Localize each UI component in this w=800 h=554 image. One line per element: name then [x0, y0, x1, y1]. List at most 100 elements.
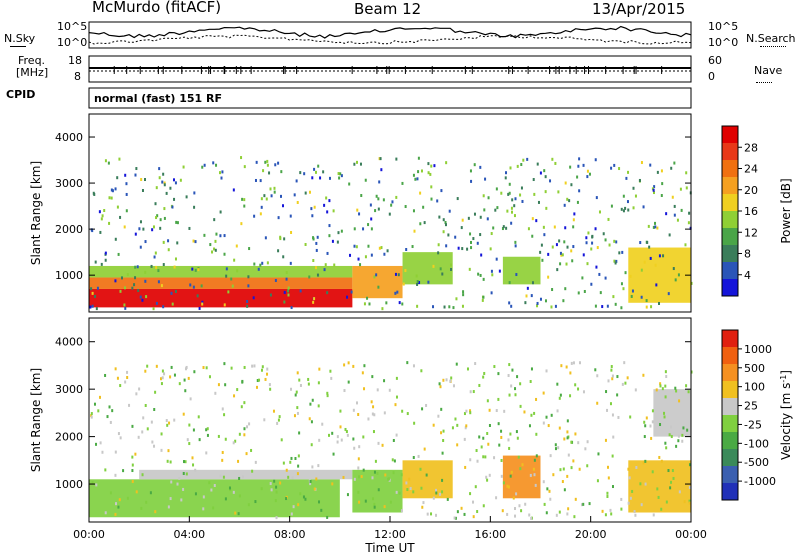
- scatter-echo: [445, 244, 448, 248]
- scatter-echo: [184, 460, 187, 464]
- scatter-echo: [590, 247, 593, 251]
- scatter-echo: [642, 373, 645, 377]
- data-band: [653, 389, 691, 437]
- scatter-echo: [321, 422, 324, 426]
- scatter-echo: [119, 289, 122, 293]
- scatter-echo: [423, 447, 426, 451]
- scatter-echo: [173, 418, 176, 422]
- scatter-echo: [323, 268, 326, 272]
- scatter-echo: [213, 483, 216, 487]
- scatter-echo: [363, 387, 366, 391]
- scatter-echo: [381, 307, 384, 311]
- scatter-echo: [626, 376, 629, 380]
- scatter-echo: [463, 512, 466, 516]
- freq-tick-top: 18: [68, 54, 82, 67]
- scatter-echo: [404, 268, 407, 272]
- scatter-echo: [116, 205, 119, 209]
- scatter-echo: [567, 453, 570, 457]
- scatter-echo: [144, 279, 147, 283]
- scatter-echo: [473, 163, 476, 167]
- scatter-echo: [304, 191, 307, 195]
- scatter-echo: [318, 367, 321, 371]
- scatter-echo: [197, 268, 200, 272]
- scatter-echo: [222, 475, 225, 479]
- scatter-echo: [201, 300, 204, 304]
- scatter-echo: [94, 260, 97, 264]
- scatter-echo: [274, 278, 277, 282]
- scatter-echo: [258, 378, 261, 382]
- scatter-echo: [684, 243, 687, 247]
- scatter-echo: [358, 500, 361, 504]
- scatter-echo: [486, 431, 489, 435]
- scatter-echo: [346, 433, 349, 437]
- scatter-echo: [608, 243, 611, 247]
- scatter-echo: [604, 438, 607, 442]
- scatter-echo: [542, 421, 545, 425]
- freq-tick-bottom: 8: [74, 70, 81, 83]
- scatter-echo: [569, 165, 572, 169]
- scatter-echo: [117, 505, 120, 509]
- scatter-echo: [279, 237, 282, 241]
- x-tick-label: 16:00: [474, 528, 506, 541]
- scatter-echo: [509, 474, 512, 478]
- scatter-echo: [613, 259, 616, 263]
- scatter-echo: [246, 425, 249, 429]
- scatter-echo: [657, 495, 660, 499]
- scatter-echo: [454, 516, 457, 520]
- colorbar-segment: [722, 194, 738, 212]
- scatter-echo: [215, 232, 218, 236]
- scatter-echo: [395, 376, 398, 380]
- scatter-echo: [184, 389, 187, 393]
- scatter-echo: [652, 188, 655, 192]
- scatter-echo: [125, 209, 128, 213]
- scatter-echo: [393, 459, 396, 463]
- scatter-echo: [297, 464, 300, 468]
- scatter-echo: [345, 430, 348, 434]
- scatter-echo: [642, 461, 645, 465]
- scatter-echo: [610, 166, 613, 170]
- scatter-echo: [332, 452, 335, 456]
- scatter-echo: [285, 468, 288, 472]
- scatter-echo: [362, 227, 365, 231]
- scatter-echo: [645, 416, 648, 420]
- nsearch-tick-bottom: 10^0: [708, 36, 739, 49]
- scatter-echo: [528, 513, 531, 517]
- data-band: [628, 460, 691, 513]
- scatter-echo: [326, 251, 329, 255]
- scatter-echo: [573, 515, 576, 519]
- scatter-echo: [290, 512, 293, 516]
- scatter-echo: [487, 196, 490, 200]
- scatter-echo: [671, 469, 674, 473]
- scatter-echo: [317, 404, 320, 408]
- scatter-echo: [398, 491, 401, 495]
- scatter-echo: [357, 466, 360, 470]
- scatter-echo: [486, 399, 489, 403]
- scatter-echo: [162, 172, 165, 176]
- scatter-echo: [654, 225, 657, 229]
- scatter-echo: [505, 226, 508, 230]
- scatter-echo: [521, 463, 524, 467]
- scatter-echo: [622, 194, 625, 198]
- scatter-echo: [411, 245, 414, 249]
- scatter-echo: [342, 475, 345, 479]
- scatter-echo: [430, 185, 433, 189]
- scatter-echo: [421, 407, 424, 411]
- scatter-echo: [191, 267, 194, 271]
- scatter-echo: [598, 210, 601, 214]
- scatter-echo: [251, 364, 254, 368]
- scatter-echo: [412, 173, 415, 177]
- scatter-echo: [285, 277, 288, 281]
- scatter-echo: [595, 196, 598, 200]
- scatter-echo: [596, 479, 599, 483]
- scatter-echo: [571, 259, 574, 263]
- scatter-echo: [154, 390, 157, 394]
- scatter-echo: [192, 239, 195, 243]
- scatter-echo: [544, 190, 547, 194]
- scatter-echo: [531, 281, 534, 285]
- scatter-echo: [490, 269, 493, 273]
- scatter-echo: [491, 273, 494, 277]
- scatter-echo: [338, 176, 341, 180]
- scatter-echo: [416, 282, 419, 286]
- scatter-echo: [155, 364, 158, 368]
- scatter-echo: [449, 379, 452, 383]
